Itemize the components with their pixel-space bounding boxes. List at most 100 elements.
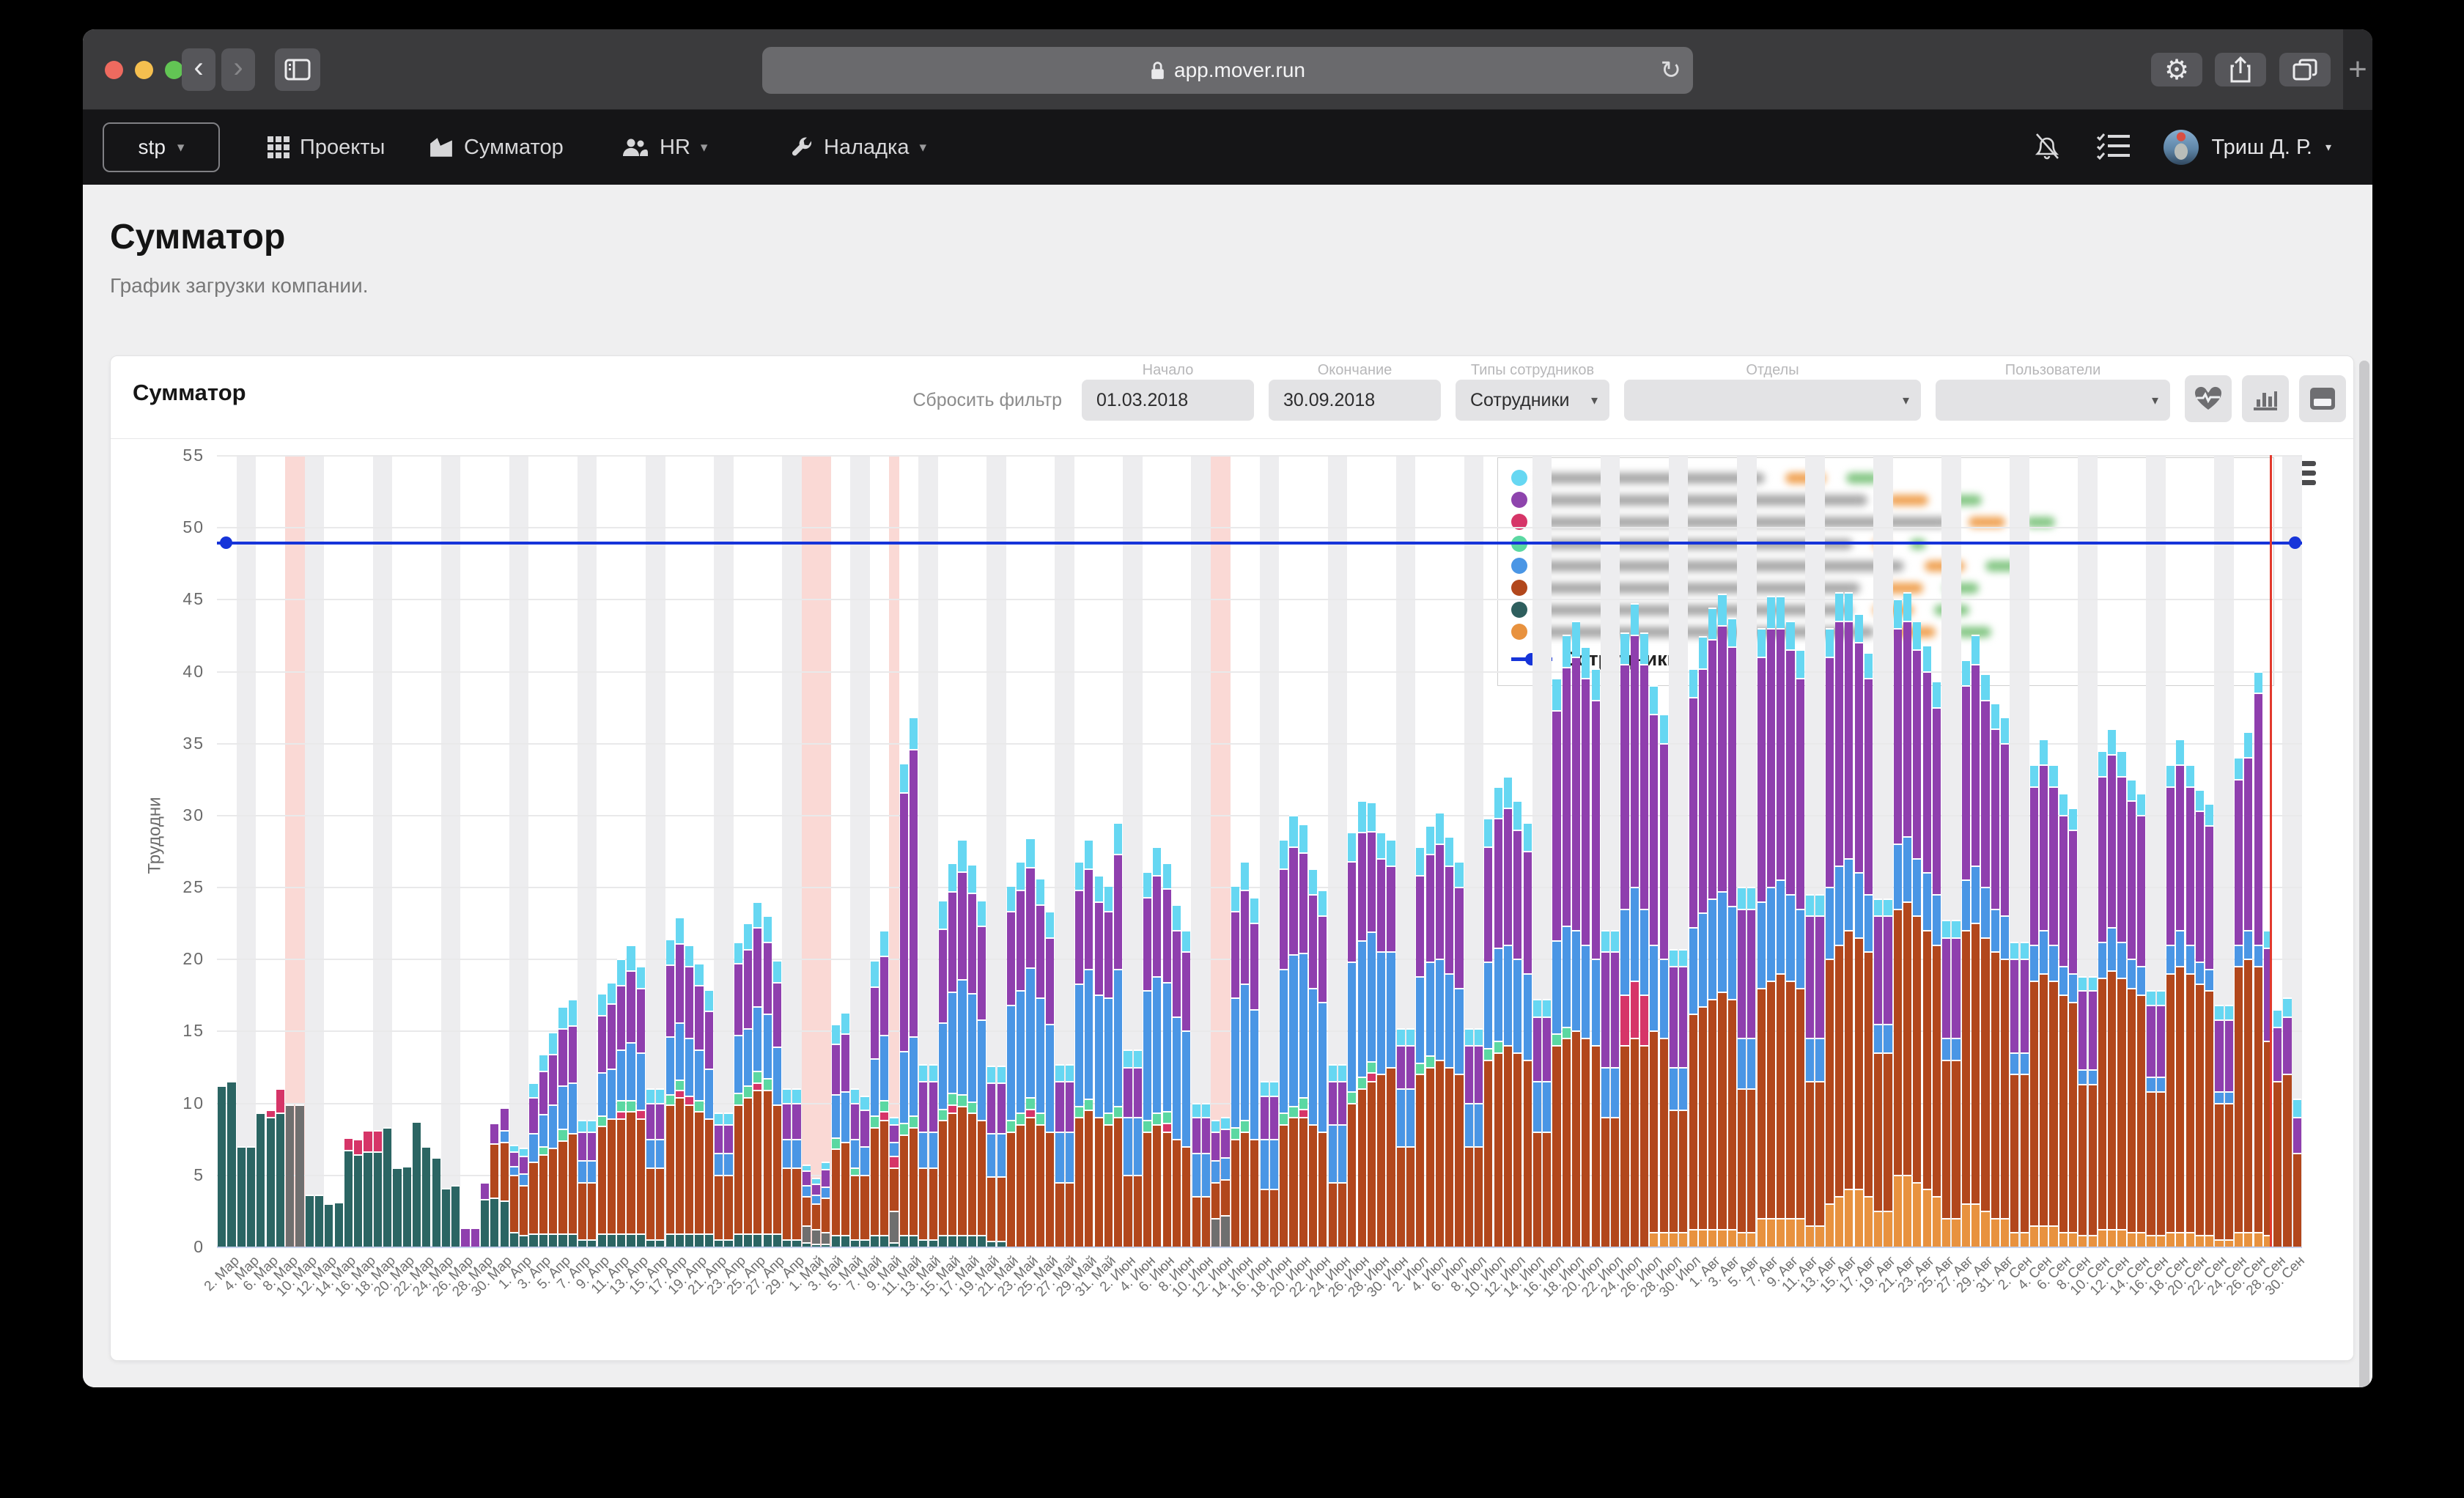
- bar[interactable]: [1134, 1049, 1142, 1247]
- bar[interactable]: [1796, 649, 1804, 1247]
- nav-item-summator[interactable]: Сумматор: [429, 110, 564, 185]
- bar[interactable]: [666, 939, 674, 1247]
- bar[interactable]: [1563, 635, 1571, 1247]
- bar[interactable]: [1455, 861, 1463, 1247]
- bar[interactable]: [1104, 885, 1113, 1247]
- bar[interactable]: [1250, 897, 1258, 1247]
- bar[interactable]: [1182, 930, 1190, 1247]
- bar[interactable]: [676, 917, 684, 1247]
- bar[interactable]: [812, 1178, 820, 1247]
- bar[interactable]: [1552, 678, 1560, 1247]
- bar[interactable]: [880, 930, 888, 1247]
- bar[interactable]: [1767, 596, 1775, 1247]
- bar[interactable]: [306, 1195, 314, 1247]
- bar[interactable]: [2293, 1099, 2301, 1247]
- bar[interactable]: [1358, 800, 1366, 1247]
- bar[interactable]: [1572, 621, 1580, 1247]
- bar[interactable]: [978, 900, 986, 1247]
- bar[interactable]: [2059, 793, 2068, 1247]
- bar[interactable]: [773, 960, 781, 1247]
- bar[interactable]: [1299, 824, 1307, 1247]
- bar[interactable]: [247, 1146, 255, 1247]
- bar[interactable]: [471, 1228, 479, 1247]
- notifications-muted-button[interactable]: [2030, 130, 2064, 165]
- bar[interactable]: [1942, 920, 1950, 1247]
- bar[interactable]: [2069, 808, 2077, 1247]
- bar[interactable]: [1845, 592, 1853, 1247]
- bar[interactable]: [2030, 764, 2038, 1247]
- bar[interactable]: [335, 1202, 343, 1247]
- bar[interactable]: [1221, 1117, 1229, 1247]
- bar[interactable]: [1406, 1028, 1414, 1247]
- bar[interactable]: [1445, 836, 1453, 1247]
- minimize-button[interactable]: [135, 61, 153, 79]
- bar[interactable]: [1582, 646, 1590, 1247]
- bar[interactable]: [939, 900, 947, 1247]
- users-select[interactable]: ▾: [1936, 380, 2170, 421]
- bar[interactable]: [1903, 592, 1911, 1247]
- bar[interactable]: [558, 1006, 567, 1247]
- bar[interactable]: [1670, 949, 1678, 1247]
- bar[interactable]: [715, 1113, 723, 1247]
- bar[interactable]: [2108, 728, 2116, 1247]
- bar[interactable]: [2098, 750, 2106, 1247]
- bar[interactable]: [286, 1104, 294, 1247]
- bar[interactable]: [1318, 890, 1327, 1247]
- bar[interactable]: [1864, 652, 1873, 1247]
- bar[interactable]: [910, 717, 918, 1247]
- bar[interactable]: [1270, 1081, 1278, 1247]
- start-date-input[interactable]: [1082, 380, 1254, 421]
- bar[interactable]: [841, 1012, 849, 1247]
- bar[interactable]: [1933, 681, 1941, 1247]
- bar[interactable]: [598, 993, 606, 1247]
- bar[interactable]: [2205, 803, 2213, 1247]
- bar[interactable]: [569, 999, 577, 1247]
- bar[interactable]: [1952, 920, 1960, 1247]
- bar[interactable]: [2215, 1005, 2223, 1247]
- bar[interactable]: [656, 1088, 664, 1247]
- bar[interactable]: [2078, 976, 2087, 1247]
- bar[interactable]: [1962, 660, 1970, 1247]
- bar[interactable]: [929, 1064, 937, 1247]
- bar[interactable]: [276, 1088, 284, 1247]
- bar[interactable]: [549, 1032, 557, 1247]
- bar[interactable]: [588, 1120, 596, 1247]
- bar[interactable]: [1513, 800, 1521, 1247]
- bar[interactable]: [1036, 878, 1044, 1247]
- bar[interactable]: [1894, 599, 1902, 1247]
- bar[interactable]: [1085, 839, 1093, 1247]
- bar[interactable]: [1631, 603, 1639, 1247]
- bar[interactable]: [685, 945, 693, 1247]
- bar[interactable]: [1689, 668, 1697, 1247]
- bar[interactable]: [1777, 596, 1785, 1247]
- bar[interactable]: [1075, 861, 1083, 1247]
- bar[interactable]: [1699, 636, 1707, 1247]
- bar[interactable]: [1436, 812, 1444, 1247]
- bar[interactable]: [851, 1088, 859, 1247]
- bar[interactable]: [1806, 894, 1814, 1247]
- share-button[interactable]: [2215, 53, 2266, 86]
- bar[interactable]: [1533, 999, 1541, 1247]
- bar[interactable]: [383, 1127, 391, 1247]
- bar[interactable]: [1289, 815, 1297, 1247]
- bar[interactable]: [803, 1165, 811, 1247]
- bar[interactable]: [461, 1228, 469, 1247]
- bar[interactable]: [1786, 621, 1794, 1247]
- bar[interactable]: [413, 1121, 421, 1247]
- bar[interactable]: [315, 1195, 323, 1247]
- bar[interactable]: [2021, 942, 2029, 1247]
- bar[interactable]: [2137, 793, 2145, 1247]
- bar[interactable]: [295, 1104, 303, 1247]
- bar[interactable]: [832, 1024, 840, 1247]
- bar[interactable]: [1484, 818, 1492, 1247]
- bar[interactable]: [393, 1167, 401, 1247]
- chart-view-button[interactable]: [2242, 375, 2289, 422]
- bar[interactable]: [753, 901, 761, 1247]
- bar[interactable]: [1280, 839, 1288, 1247]
- reload-icon[interactable]: ↻: [1661, 56, 1682, 85]
- bar[interactable]: [792, 1088, 800, 1247]
- bar[interactable]: [1007, 885, 1015, 1247]
- bar[interactable]: [871, 960, 879, 1247]
- bar[interactable]: [1416, 846, 1424, 1247]
- bar[interactable]: [1017, 861, 1025, 1247]
